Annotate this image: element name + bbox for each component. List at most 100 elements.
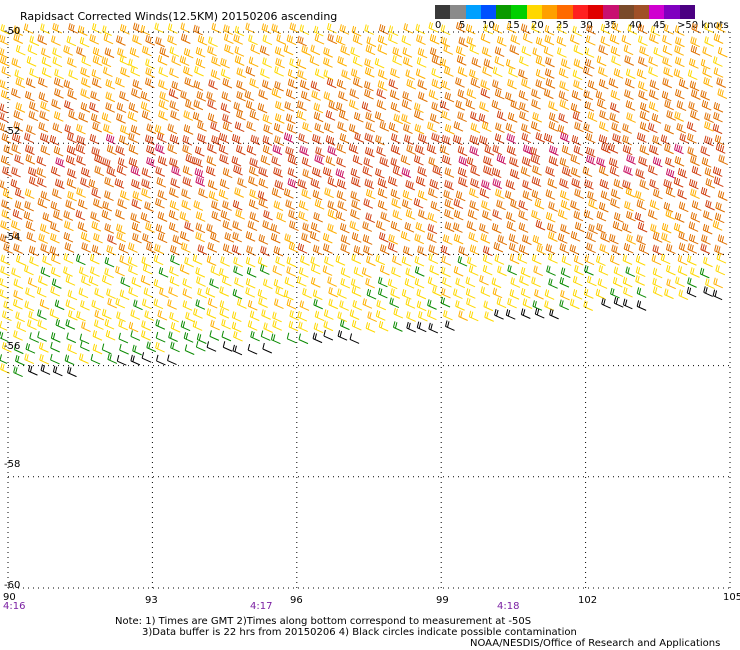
wind-barb xyxy=(155,197,165,209)
wind-barb xyxy=(583,300,593,311)
wind-barb xyxy=(570,200,580,211)
wind-barb xyxy=(116,355,127,366)
wind-barb xyxy=(141,188,151,199)
wind-barb xyxy=(197,35,208,46)
legend-swatch xyxy=(603,5,619,19)
wind-barb xyxy=(0,220,10,231)
wind-barb xyxy=(387,278,398,290)
wind-barb xyxy=(153,278,164,290)
wind-barb xyxy=(245,231,256,242)
wind-barb xyxy=(558,90,569,102)
wind-barb xyxy=(531,176,542,187)
legend-label: 15 xyxy=(507,20,520,31)
wind-barb xyxy=(258,297,268,308)
wind-barb xyxy=(401,35,412,46)
wind-barb xyxy=(622,254,633,265)
wind-barb xyxy=(705,278,715,289)
wind-barb xyxy=(55,318,66,330)
wind-barb xyxy=(271,155,282,167)
wind-barb xyxy=(153,298,164,310)
wind-barb xyxy=(417,245,427,257)
wind-barb xyxy=(2,188,13,200)
wind-barb xyxy=(690,89,701,100)
wind-barb xyxy=(534,288,544,300)
wind-barb xyxy=(586,24,596,35)
wind-barb xyxy=(496,154,507,165)
legend-swatch xyxy=(480,5,497,19)
wind-barb xyxy=(336,143,347,154)
wind-barb xyxy=(236,109,246,121)
wind-barb xyxy=(11,143,22,155)
legend-swatch xyxy=(526,5,543,19)
wind-barb xyxy=(648,101,659,112)
wind-barb xyxy=(418,209,428,220)
wind-barb xyxy=(479,101,489,112)
wind-barb xyxy=(470,122,481,134)
wind-barb xyxy=(622,134,632,146)
wind-barb xyxy=(413,102,424,114)
wind-barb xyxy=(193,156,203,168)
wind-barb xyxy=(401,199,412,210)
wind-barb xyxy=(702,210,713,221)
wind-barb xyxy=(339,24,350,35)
wind-barb xyxy=(377,69,388,80)
wind-barb xyxy=(0,320,8,331)
wind-barb xyxy=(234,277,244,288)
wind-barb xyxy=(351,286,362,297)
wind-barb xyxy=(610,45,621,57)
wind-barb xyxy=(335,210,346,222)
wind-barb xyxy=(157,189,168,201)
wind-barb xyxy=(80,231,91,243)
wind-barb xyxy=(388,78,399,90)
wind-barb xyxy=(639,102,650,113)
wind-barb xyxy=(219,153,229,165)
wind-barb xyxy=(77,25,88,36)
wind-barb xyxy=(248,199,259,210)
wind-barb xyxy=(272,320,282,331)
wind-barb xyxy=(531,253,542,265)
wind-barb xyxy=(322,265,333,276)
wind-barb xyxy=(533,265,543,277)
wind-barb xyxy=(197,244,208,255)
wind-barb xyxy=(131,222,142,233)
wind-barb xyxy=(415,68,426,80)
wind-barb xyxy=(353,266,364,278)
wind-barb xyxy=(169,187,179,198)
wind-barb xyxy=(13,289,23,301)
wind-barb xyxy=(518,222,529,233)
legend-swatch xyxy=(633,5,650,19)
wind-barb xyxy=(714,212,725,224)
wind-barb xyxy=(262,57,272,68)
wind-barb xyxy=(364,67,375,78)
wind-barb xyxy=(140,101,151,113)
wind-barb xyxy=(298,133,308,144)
wind-barb xyxy=(497,234,508,246)
wind-barb xyxy=(0,254,11,266)
wind-barb xyxy=(414,110,424,121)
wind-barb xyxy=(171,165,181,177)
wind-barb xyxy=(649,199,660,211)
wind-barb xyxy=(687,69,698,81)
wind-barb xyxy=(548,155,559,167)
wind-barb xyxy=(469,145,480,157)
wind-barb xyxy=(275,57,285,69)
wind-barb xyxy=(38,91,49,103)
wind-barb xyxy=(468,231,479,243)
wind-barb xyxy=(688,221,699,232)
wind-barb xyxy=(275,286,286,298)
wind-barb xyxy=(154,124,165,136)
legend-swatch xyxy=(496,5,512,19)
wind-barb xyxy=(483,300,494,312)
wind-barb xyxy=(465,288,476,299)
wind-barb xyxy=(171,55,182,66)
wind-barb xyxy=(634,212,645,223)
wind-barb xyxy=(207,112,218,124)
wind-barb xyxy=(220,57,230,69)
wind-barb xyxy=(390,144,401,155)
wind-barb xyxy=(141,320,151,331)
wind-barb xyxy=(623,165,633,176)
wind-barb xyxy=(170,177,181,189)
wind-barb xyxy=(427,121,437,133)
wind-barb xyxy=(625,100,636,111)
